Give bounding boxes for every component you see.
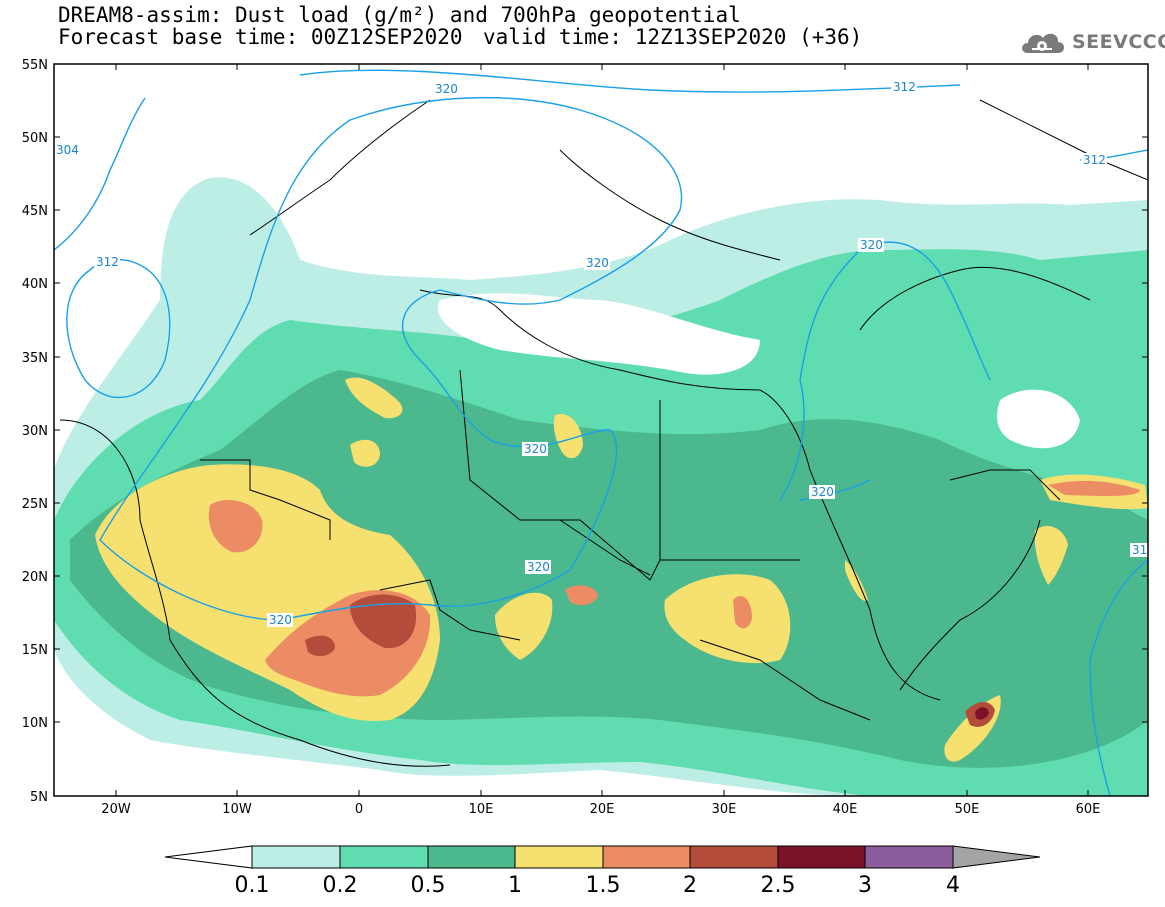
dust-area-orange-gulf	[1048, 480, 1140, 496]
contour-label-320-redsea: 320	[811, 485, 834, 499]
cloud-gear-icon	[1022, 33, 1064, 53]
lon-label-40e: 40E	[833, 802, 858, 817]
latitude-axis	[54, 63, 1148, 797]
lon-label-20e: 20E	[590, 802, 615, 817]
legend-tick-1-5: 1.5	[586, 873, 621, 898]
lat-label-5n: 5N	[30, 790, 48, 805]
contour-labels: 312 320 320 320 320 320 320 320 312 312 …	[54, 80, 1148, 627]
legend-tick-0-2: 0.2	[323, 873, 358, 898]
lat-label-15n: 15N	[22, 643, 48, 658]
legend-tick-0-5: 0.5	[411, 873, 446, 898]
dust-area-yellow-oman	[1034, 525, 1068, 585]
lon-label-10w: 10W	[222, 802, 252, 817]
legend-cell-6	[689, 845, 779, 869]
dust-area-brown-niger	[305, 635, 335, 657]
legend-cell-8	[864, 845, 954, 869]
map-area: 312 320 320 320 320 320 320 320 312 312 …	[54, 64, 1148, 796]
legend-cell-under	[164, 845, 253, 869]
dust-area-yellow-libya	[350, 439, 380, 467]
seevccc-logo: SEEVCCC	[1018, 26, 1165, 58]
legend-cell-over	[952, 845, 1041, 869]
contour-label-320-chad: 320	[527, 560, 550, 574]
contour-label-304: 304	[56, 143, 79, 157]
lat-label-35n: 35N	[22, 351, 48, 366]
lon-label-30e: 30E	[712, 802, 737, 817]
lat-label-20n: 20N	[22, 570, 48, 585]
contour-label-320-balkans: 320	[586, 256, 609, 270]
clear-area-iran	[997, 389, 1080, 449]
contour-label-312-north: 312	[893, 80, 916, 94]
contour-label-312-east: 312	[1083, 153, 1106, 167]
lat-label-25n: 25N	[22, 497, 48, 512]
legend-tick-4: 4	[946, 873, 960, 898]
contour-label-320-sahel: 320	[269, 613, 292, 627]
legend-tick-labels: 0.1 0.2 0.5 1 1.5 2 2.5 3 4	[235, 873, 961, 898]
dust-area-orange-chad	[565, 585, 598, 606]
lat-label-50n: 50N	[22, 131, 48, 146]
contour-label-320-turkey: 320	[860, 238, 883, 252]
legend-cell-2	[339, 845, 429, 869]
legend-cell-7	[777, 845, 866, 869]
dust-area-maroon-somalia	[975, 707, 989, 720]
map-title: DREAM8-assim: Dust load (g/m²) and 700hP…	[58, 3, 741, 27]
base-time: Forecast base time: 00Z12SEP2020	[58, 25, 463, 49]
lon-label-20w: 20W	[101, 802, 131, 817]
contour-label-31-edge: 31	[1132, 543, 1147, 557]
longitude-axis	[115, 64, 1089, 796]
dust-area-brown-mali	[350, 594, 417, 649]
lon-label-50e: 50E	[955, 802, 980, 817]
clear-area-mediterranean	[438, 293, 760, 375]
dust-area-orange-mauritania	[208, 500, 263, 553]
lat-label-55n: 55N	[22, 58, 48, 73]
contour-label-320-europe: 320	[435, 82, 458, 96]
dust-area-yellow-tunisia	[553, 414, 583, 459]
color-legend	[164, 845, 1041, 869]
lat-label-30n: 30N	[22, 424, 48, 439]
contour-label-312-west: 312	[96, 255, 119, 269]
dust-area-yellow-chad	[495, 592, 553, 660]
dust-area-orange-sudan	[733, 596, 752, 629]
lat-label-45n: 45N	[22, 204, 48, 219]
legend-tick-2-5: 2.5	[761, 873, 796, 898]
legend-cell-4	[514, 845, 604, 869]
lat-label-40n: 40N	[22, 277, 48, 292]
logo-text: SEEVCCC	[1072, 31, 1165, 53]
legend-tick-2: 2	[683, 873, 697, 898]
lat-label-10n: 10N	[22, 716, 48, 731]
geopotential-contours	[54, 69, 1148, 796]
valid-time: valid time: 12Z13SEP2020 (+36)	[483, 25, 863, 49]
dust-area-yellow-sudan	[664, 574, 791, 664]
lon-label-10e: 10E	[469, 802, 494, 817]
lon-label-0: 0	[355, 802, 363, 817]
longitude-labels: 20W 10W 0 10E 20E 30E 40E 50E 60E	[101, 802, 1100, 817]
dust-area-yellow-north	[345, 377, 403, 419]
latitude-labels: 55N 50N 45N 40N 35N 30N 25N 20N 15N 10N …	[22, 58, 48, 805]
lon-label-60e: 60E	[1076, 802, 1101, 817]
contour-label-320-libya: 320	[524, 442, 547, 456]
legend-tick-0-1: 0.1	[235, 873, 270, 898]
legend-tick-3: 3	[858, 873, 872, 898]
legend-cell-3	[427, 845, 516, 869]
legend-cell-1	[251, 845, 341, 869]
legend-tick-1: 1	[508, 873, 522, 898]
forecast-times: Forecast base time: 00Z12SEP2020 valid ti…	[58, 25, 862, 49]
legend-cell-5	[602, 845, 691, 869]
